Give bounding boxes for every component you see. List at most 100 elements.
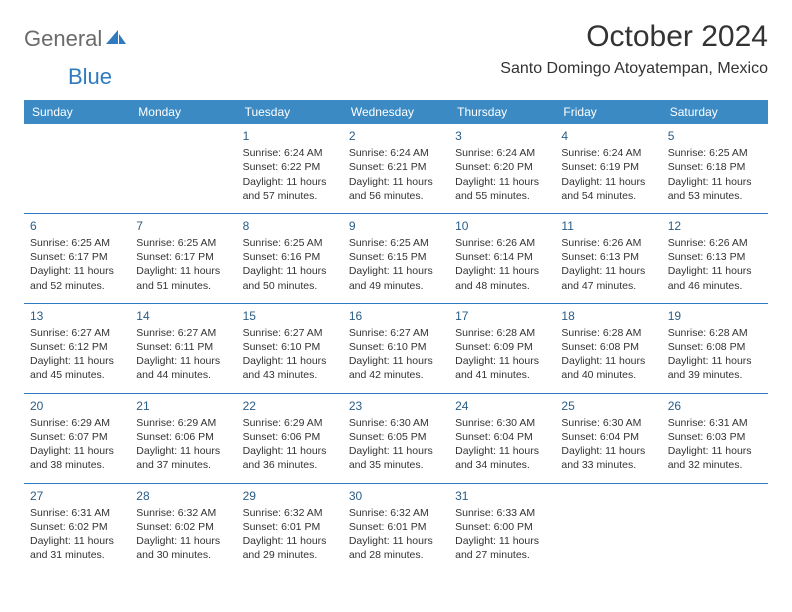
day-info-line: Sunrise: 6:25 AM — [668, 146, 762, 160]
day-info-line: Sunrise: 6:28 AM — [668, 326, 762, 340]
day-info-line: Daylight: 11 hours — [668, 444, 762, 458]
day-info-line: Daylight: 11 hours — [30, 264, 124, 278]
day-number: 1 — [243, 128, 337, 144]
day-info-line: Daylight: 11 hours — [30, 354, 124, 368]
day-info-line: and 36 minutes. — [243, 458, 337, 472]
day-number: 21 — [136, 398, 230, 414]
day-info-line: Sunset: 6:16 PM — [243, 250, 337, 264]
day-info-line: and 46 minutes. — [668, 279, 762, 293]
day-info-line: Sunrise: 6:25 AM — [136, 236, 230, 250]
week-row: 27Sunrise: 6:31 AMSunset: 6:02 PMDayligh… — [24, 483, 768, 572]
day-info-line: Sunrise: 6:24 AM — [349, 146, 443, 160]
day-info-line: and 32 minutes. — [668, 458, 762, 472]
day-number: 12 — [668, 218, 762, 234]
day-number: 8 — [243, 218, 337, 234]
day-info-line: Daylight: 11 hours — [455, 534, 549, 548]
day-info-line: and 50 minutes. — [243, 279, 337, 293]
day-number: 5 — [668, 128, 762, 144]
day-cell: 22Sunrise: 6:29 AMSunset: 6:06 PMDayligh… — [237, 393, 343, 483]
day-info-line: Daylight: 11 hours — [349, 444, 443, 458]
day-number: 25 — [561, 398, 655, 414]
day-info-line: and 55 minutes. — [455, 189, 549, 203]
day-info-line: Sunset: 6:17 PM — [136, 250, 230, 264]
day-info-line: Daylight: 11 hours — [349, 175, 443, 189]
day-info-line: Daylight: 11 hours — [668, 175, 762, 189]
day-info-line: and 52 minutes. — [30, 279, 124, 293]
calendar-body: 1Sunrise: 6:24 AMSunset: 6:22 PMDaylight… — [24, 124, 768, 572]
day-info-line: Sunrise: 6:30 AM — [349, 416, 443, 430]
logo-sail-icon — [106, 28, 126, 51]
day-info-line: Sunset: 6:11 PM — [136, 340, 230, 354]
day-info-line: Daylight: 11 hours — [349, 264, 443, 278]
day-info-line: Daylight: 11 hours — [30, 444, 124, 458]
day-cell: 6Sunrise: 6:25 AMSunset: 6:17 PMDaylight… — [24, 213, 130, 303]
day-info-line: Sunset: 6:10 PM — [349, 340, 443, 354]
day-info-line: Daylight: 11 hours — [668, 264, 762, 278]
day-info-line: Sunset: 6:17 PM — [30, 250, 124, 264]
day-info-line: Sunrise: 6:28 AM — [455, 326, 549, 340]
day-cell: 9Sunrise: 6:25 AMSunset: 6:15 PMDaylight… — [343, 213, 449, 303]
calendar-page: General October 2024 Santo Domingo Atoya… — [0, 0, 792, 592]
day-info-line: Daylight: 11 hours — [561, 175, 655, 189]
day-info-line: Sunset: 6:06 PM — [136, 430, 230, 444]
day-info-line: Sunset: 6:15 PM — [349, 250, 443, 264]
day-info-line: and 30 minutes. — [136, 548, 230, 562]
day-header: Friday — [555, 100, 661, 124]
day-number: 7 — [136, 218, 230, 234]
day-info-line: and 31 minutes. — [30, 548, 124, 562]
day-info-line: and 35 minutes. — [349, 458, 443, 472]
logo: General — [24, 26, 128, 52]
day-info-line: Daylight: 11 hours — [455, 175, 549, 189]
day-info-line: Sunset: 6:02 PM — [30, 520, 124, 534]
day-info-line: Sunrise: 6:26 AM — [455, 236, 549, 250]
day-info-line: Sunrise: 6:24 AM — [243, 146, 337, 160]
day-info-line: Daylight: 11 hours — [668, 354, 762, 368]
logo-text-blue: Blue — [68, 64, 112, 90]
logo-text-general: General — [24, 26, 102, 52]
day-number: 30 — [349, 488, 443, 504]
day-cell: 7 Sunrise: 6:25 AMSunset: 6:17 PMDaylight… — [130, 213, 236, 303]
day-info-line: Sunrise: 6:31 AM — [30, 506, 124, 520]
day-number: 10 — [455, 218, 549, 234]
day-info-line: Sunset: 6:01 PM — [349, 520, 443, 534]
week-row: 13Sunrise: 6:27 AMSunset: 6:12 PMDayligh… — [24, 303, 768, 393]
day-number: 23 — [349, 398, 443, 414]
day-info-line: Daylight: 11 hours — [136, 264, 230, 278]
month-title: October 2024 — [500, 20, 768, 54]
day-info-line: Sunset: 6:08 PM — [561, 340, 655, 354]
day-cell: 31Sunrise: 6:33 AMSunset: 6:00 PMDayligh… — [449, 483, 555, 572]
day-info-line: Sunrise: 6:31 AM — [668, 416, 762, 430]
day-info-line: Daylight: 11 hours — [455, 354, 549, 368]
day-info-line: Daylight: 11 hours — [30, 534, 124, 548]
day-header-row: Sunday Monday Tuesday Wednesday Thursday… — [24, 100, 768, 124]
day-info-line: Sunrise: 6:27 AM — [30, 326, 124, 340]
day-cell: 12Sunrise: 6:26 AMSunset: 6:13 PMDayligh… — [662, 213, 768, 303]
day-info-line: Sunset: 6:18 PM — [668, 160, 762, 174]
day-number: 24 — [455, 398, 549, 414]
day-info-line: Daylight: 11 hours — [136, 354, 230, 368]
day-info-line: and 45 minutes. — [30, 368, 124, 382]
day-info-line: Daylight: 11 hours — [243, 264, 337, 278]
day-info-line: Sunset: 6:06 PM — [243, 430, 337, 444]
day-number: 26 — [668, 398, 762, 414]
calendar-table: Sunday Monday Tuesday Wednesday Thursday… — [24, 100, 768, 572]
day-info-line: Sunrise: 6:28 AM — [561, 326, 655, 340]
day-info-line: Daylight: 11 hours — [349, 354, 443, 368]
week-row: 20Sunrise: 6:29 AMSunset: 6:07 PMDayligh… — [24, 393, 768, 483]
day-number: 27 — [30, 488, 124, 504]
day-info-line: Daylight: 11 hours — [455, 444, 549, 458]
day-info-line: Sunrise: 6:26 AM — [561, 236, 655, 250]
day-number: 31 — [455, 488, 549, 504]
day-cell: 13Sunrise: 6:27 AMSunset: 6:12 PMDayligh… — [24, 303, 130, 393]
day-cell: 10Sunrise: 6:26 AMSunset: 6:14 PMDayligh… — [449, 213, 555, 303]
day-info-line: Sunrise: 6:24 AM — [561, 146, 655, 160]
day-info-line: Sunset: 6:12 PM — [30, 340, 124, 354]
week-row: 6Sunrise: 6:25 AMSunset: 6:17 PMDaylight… — [24, 213, 768, 303]
day-info-line: and 54 minutes. — [561, 189, 655, 203]
day-cell: 8Sunrise: 6:25 AMSunset: 6:16 PMDaylight… — [237, 213, 343, 303]
day-cell — [130, 124, 236, 213]
day-info-line: and 28 minutes. — [349, 548, 443, 562]
day-info-line: and 37 minutes. — [136, 458, 230, 472]
day-info-line: and 49 minutes. — [349, 279, 443, 293]
day-number: 11 — [561, 218, 655, 234]
